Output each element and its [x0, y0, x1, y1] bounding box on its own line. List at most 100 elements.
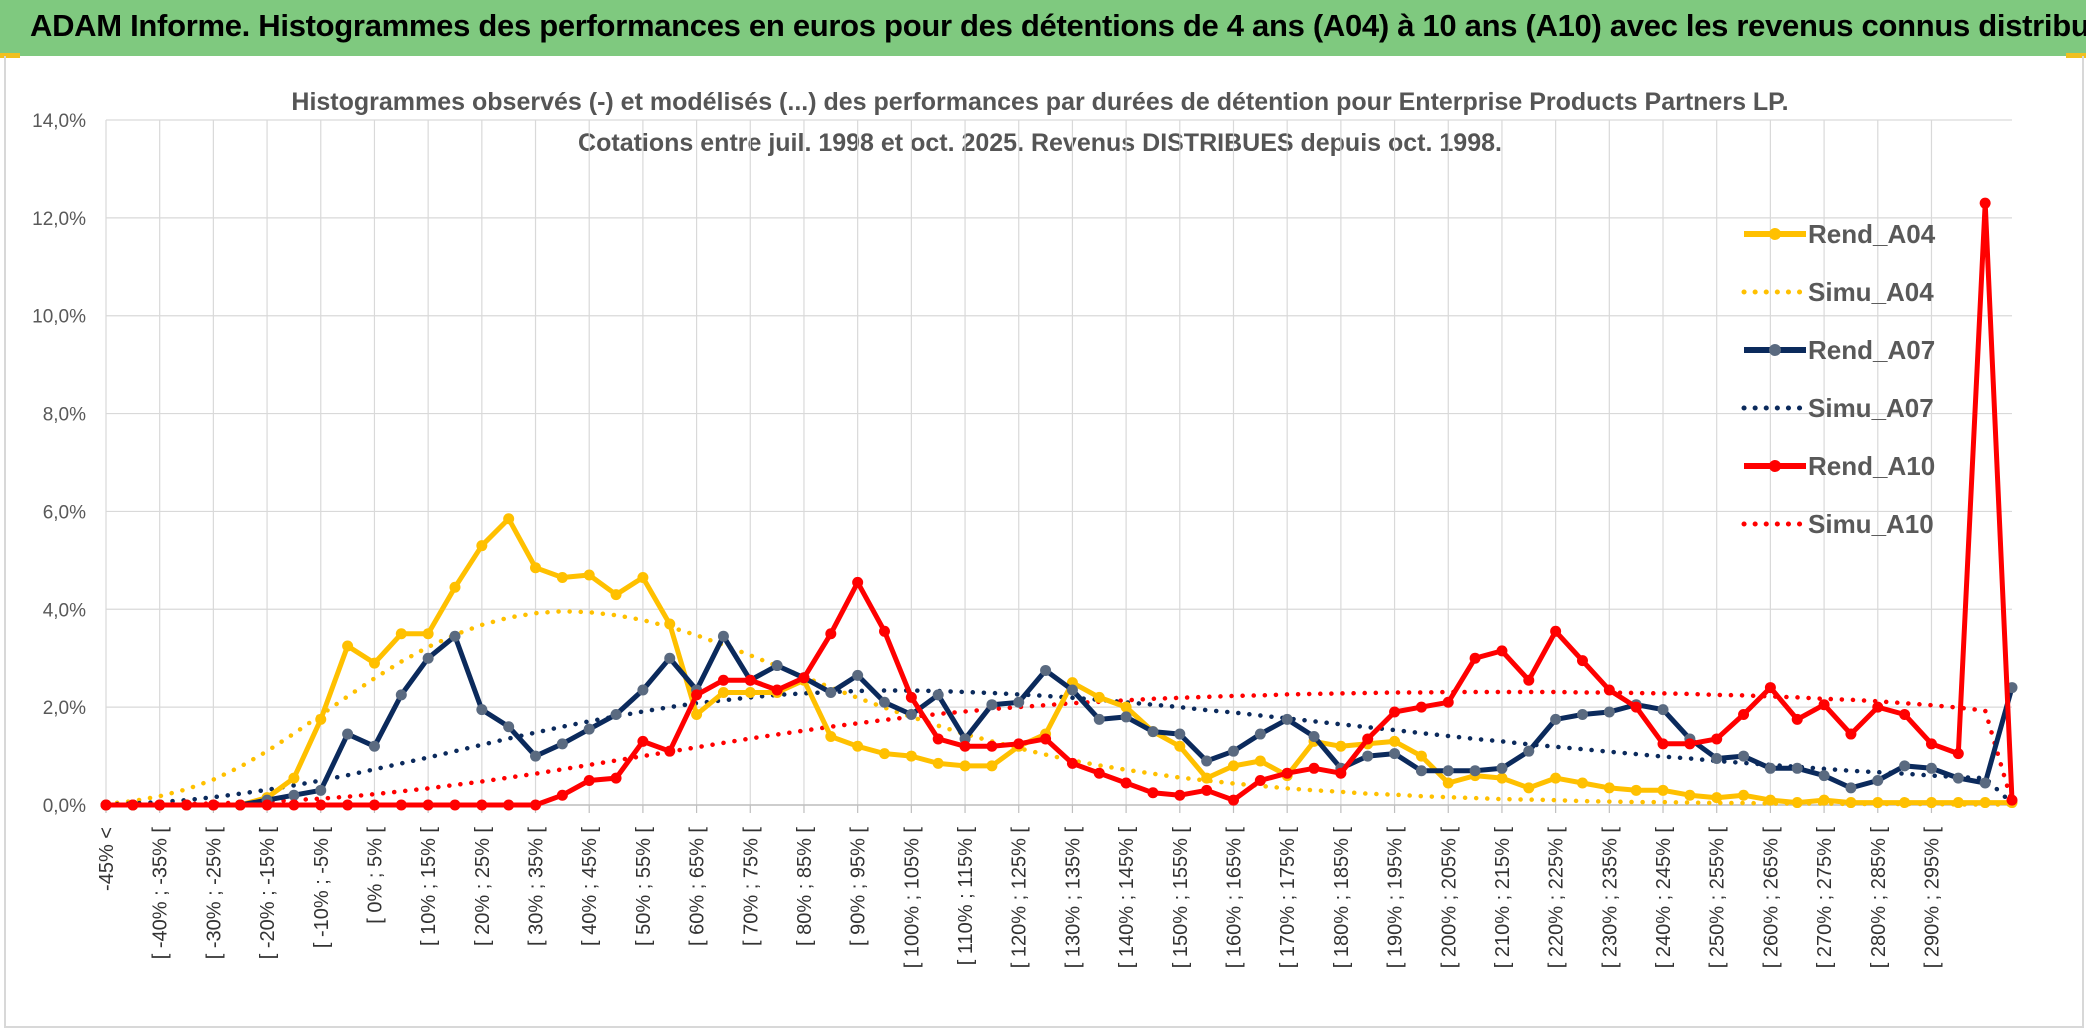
x-tick-label: [ 0% ; 5% [: [364, 827, 386, 924]
rend-a10-point: [342, 799, 354, 811]
rend-a10-point: [449, 799, 461, 811]
rend-a04-point: [1335, 740, 1347, 752]
rend-a04-point: [1952, 797, 1964, 809]
rend-a10-point: [691, 689, 703, 701]
rend-a10-point: [1657, 738, 1669, 750]
simu-a04-series: [103, 608, 2015, 807]
rend-a07-point: [1174, 728, 1186, 740]
rend-a10-point: [234, 799, 246, 811]
rend-a04-point: [1818, 794, 1830, 806]
rend-a04-point: [1254, 755, 1266, 767]
rend-a10-point: [315, 799, 327, 811]
rend-a04-point: [717, 686, 729, 698]
simu-a07-line: [103, 688, 2015, 807]
rend-a10-point: [771, 684, 783, 696]
rend-a10-point: [1711, 733, 1723, 745]
chart-title-line-2: Cotations entre juil. 1998 et oct. 2025.…: [578, 129, 1502, 157]
rend-a04-point: [1496, 772, 1508, 784]
x-tick-label: [ 160% ; 165% [: [1223, 827, 1245, 969]
legend-entry-simu-a10: Simu_A10: [1741, 509, 1934, 539]
rend-a10-point: [1389, 706, 1401, 718]
rend-a07-point: [1415, 765, 1427, 777]
rend-a07-point: [1523, 745, 1535, 757]
simu-a04-line: [103, 608, 2015, 807]
rend-a04-point: [1227, 760, 1239, 772]
rend-a07-point: [1818, 770, 1830, 782]
rend-a10-point: [1254, 775, 1266, 787]
rend-a07-point: [1791, 762, 1803, 774]
rend-a10-point: [1925, 738, 1937, 750]
rend-a04-point: [664, 618, 676, 630]
y-tick-label: 10,0%: [32, 307, 86, 328]
legend-marker: [1769, 228, 1781, 240]
rend-a10-point: [1496, 645, 1508, 657]
rend-a04-point: [288, 772, 300, 784]
rend-a04-point: [530, 562, 542, 574]
rend-a07-line: [106, 633, 2015, 808]
rend-a04-point: [1791, 797, 1803, 809]
rend-a10-point: [476, 799, 488, 811]
rend-a04-point: [1711, 792, 1723, 804]
rend-a10-point: [100, 799, 112, 811]
rend-a04-point: [852, 740, 864, 752]
rend-a07-point: [1013, 696, 1025, 708]
header-bar: ADAM Informe. Histogrammes des performan…: [0, 0, 2086, 56]
rend-a10-point: [368, 799, 380, 811]
rend-a04-point: [1093, 691, 1105, 703]
x-tick-label: [ 290% ; 295% [: [1921, 827, 1943, 969]
legend-label: Simu_A04: [1808, 277, 1934, 307]
rend-a10-point: [1066, 757, 1078, 769]
rend-a10-point: [879, 625, 891, 637]
x-tick-label: [ 10% ; 15% [: [418, 827, 440, 946]
rend-a10-point: [530, 799, 542, 811]
rend-a10-point: [1201, 784, 1213, 796]
corner-mark-right: [2066, 53, 2086, 58]
rend-a07-point: [1657, 704, 1669, 716]
rend-a04-point: [610, 589, 622, 601]
rend-a04-point: [1764, 794, 1776, 806]
y-tick-label: 4,0%: [43, 600, 86, 621]
rend-a04-point: [1738, 789, 1750, 801]
rend-a07-point: [1738, 750, 1750, 762]
rend-a10-point: [1603, 684, 1615, 696]
rend-a10-point: [1120, 777, 1132, 789]
rend-a10-point: [2006, 794, 2018, 806]
rend-a04-point: [1925, 797, 1937, 809]
rend-a10-point: [422, 799, 434, 811]
rend-a07-point: [1845, 782, 1857, 794]
rend-a04-point: [959, 760, 971, 772]
rend-a07-point: [530, 750, 542, 762]
legend-marker: [1769, 344, 1781, 356]
x-tick-label: [ 20% ; 25% [: [472, 827, 494, 946]
rend-a10-point: [825, 628, 837, 640]
rend-a10-point: [1174, 789, 1186, 801]
rend-a04-point: [744, 686, 756, 698]
rend-a10-point: [1952, 748, 1964, 760]
x-tick-label: [ 60% ; 65% [: [687, 827, 709, 946]
x-tick-label: [ 240% ; 245% [: [1653, 827, 1675, 969]
rend-a04-point: [1899, 797, 1911, 809]
legend-entry-rend-a10: Rend_A10: [1744, 451, 1935, 481]
rend-a07-point: [1308, 731, 1320, 742]
rend-a07-point: [1120, 711, 1132, 723]
rend-a07-point: [1201, 755, 1213, 767]
x-tick-label: [ 200% ; 205% [: [1438, 827, 1460, 969]
rend-a10-point: [1818, 699, 1830, 711]
rend-a10-point: [610, 772, 622, 784]
x-tick-label: [ 70% ; 75% [: [740, 827, 762, 946]
rend-a10-point: [1335, 767, 1347, 779]
legend-entry-rend-a07: Rend_A07: [1744, 335, 1935, 365]
x-tick-label: [ 230% ; 235% [: [1599, 827, 1621, 969]
rend-a10-point: [1469, 652, 1481, 664]
rend-a04-point: [1684, 789, 1696, 801]
rend-a10-point: [583, 775, 595, 787]
rend-a10-point: [932, 733, 944, 745]
x-tick-label: [ 90% ; 95% [: [848, 827, 870, 946]
rend-a07-point: [1093, 713, 1105, 725]
x-tick-label: [ -40% ; -35% [: [150, 827, 172, 960]
x-tick-label: [ 170% ; 175% [: [1277, 827, 1299, 969]
rend-a10-point: [1013, 738, 1025, 750]
rend-a10-point: [1791, 713, 1803, 725]
rend-a07-point: [583, 723, 595, 735]
